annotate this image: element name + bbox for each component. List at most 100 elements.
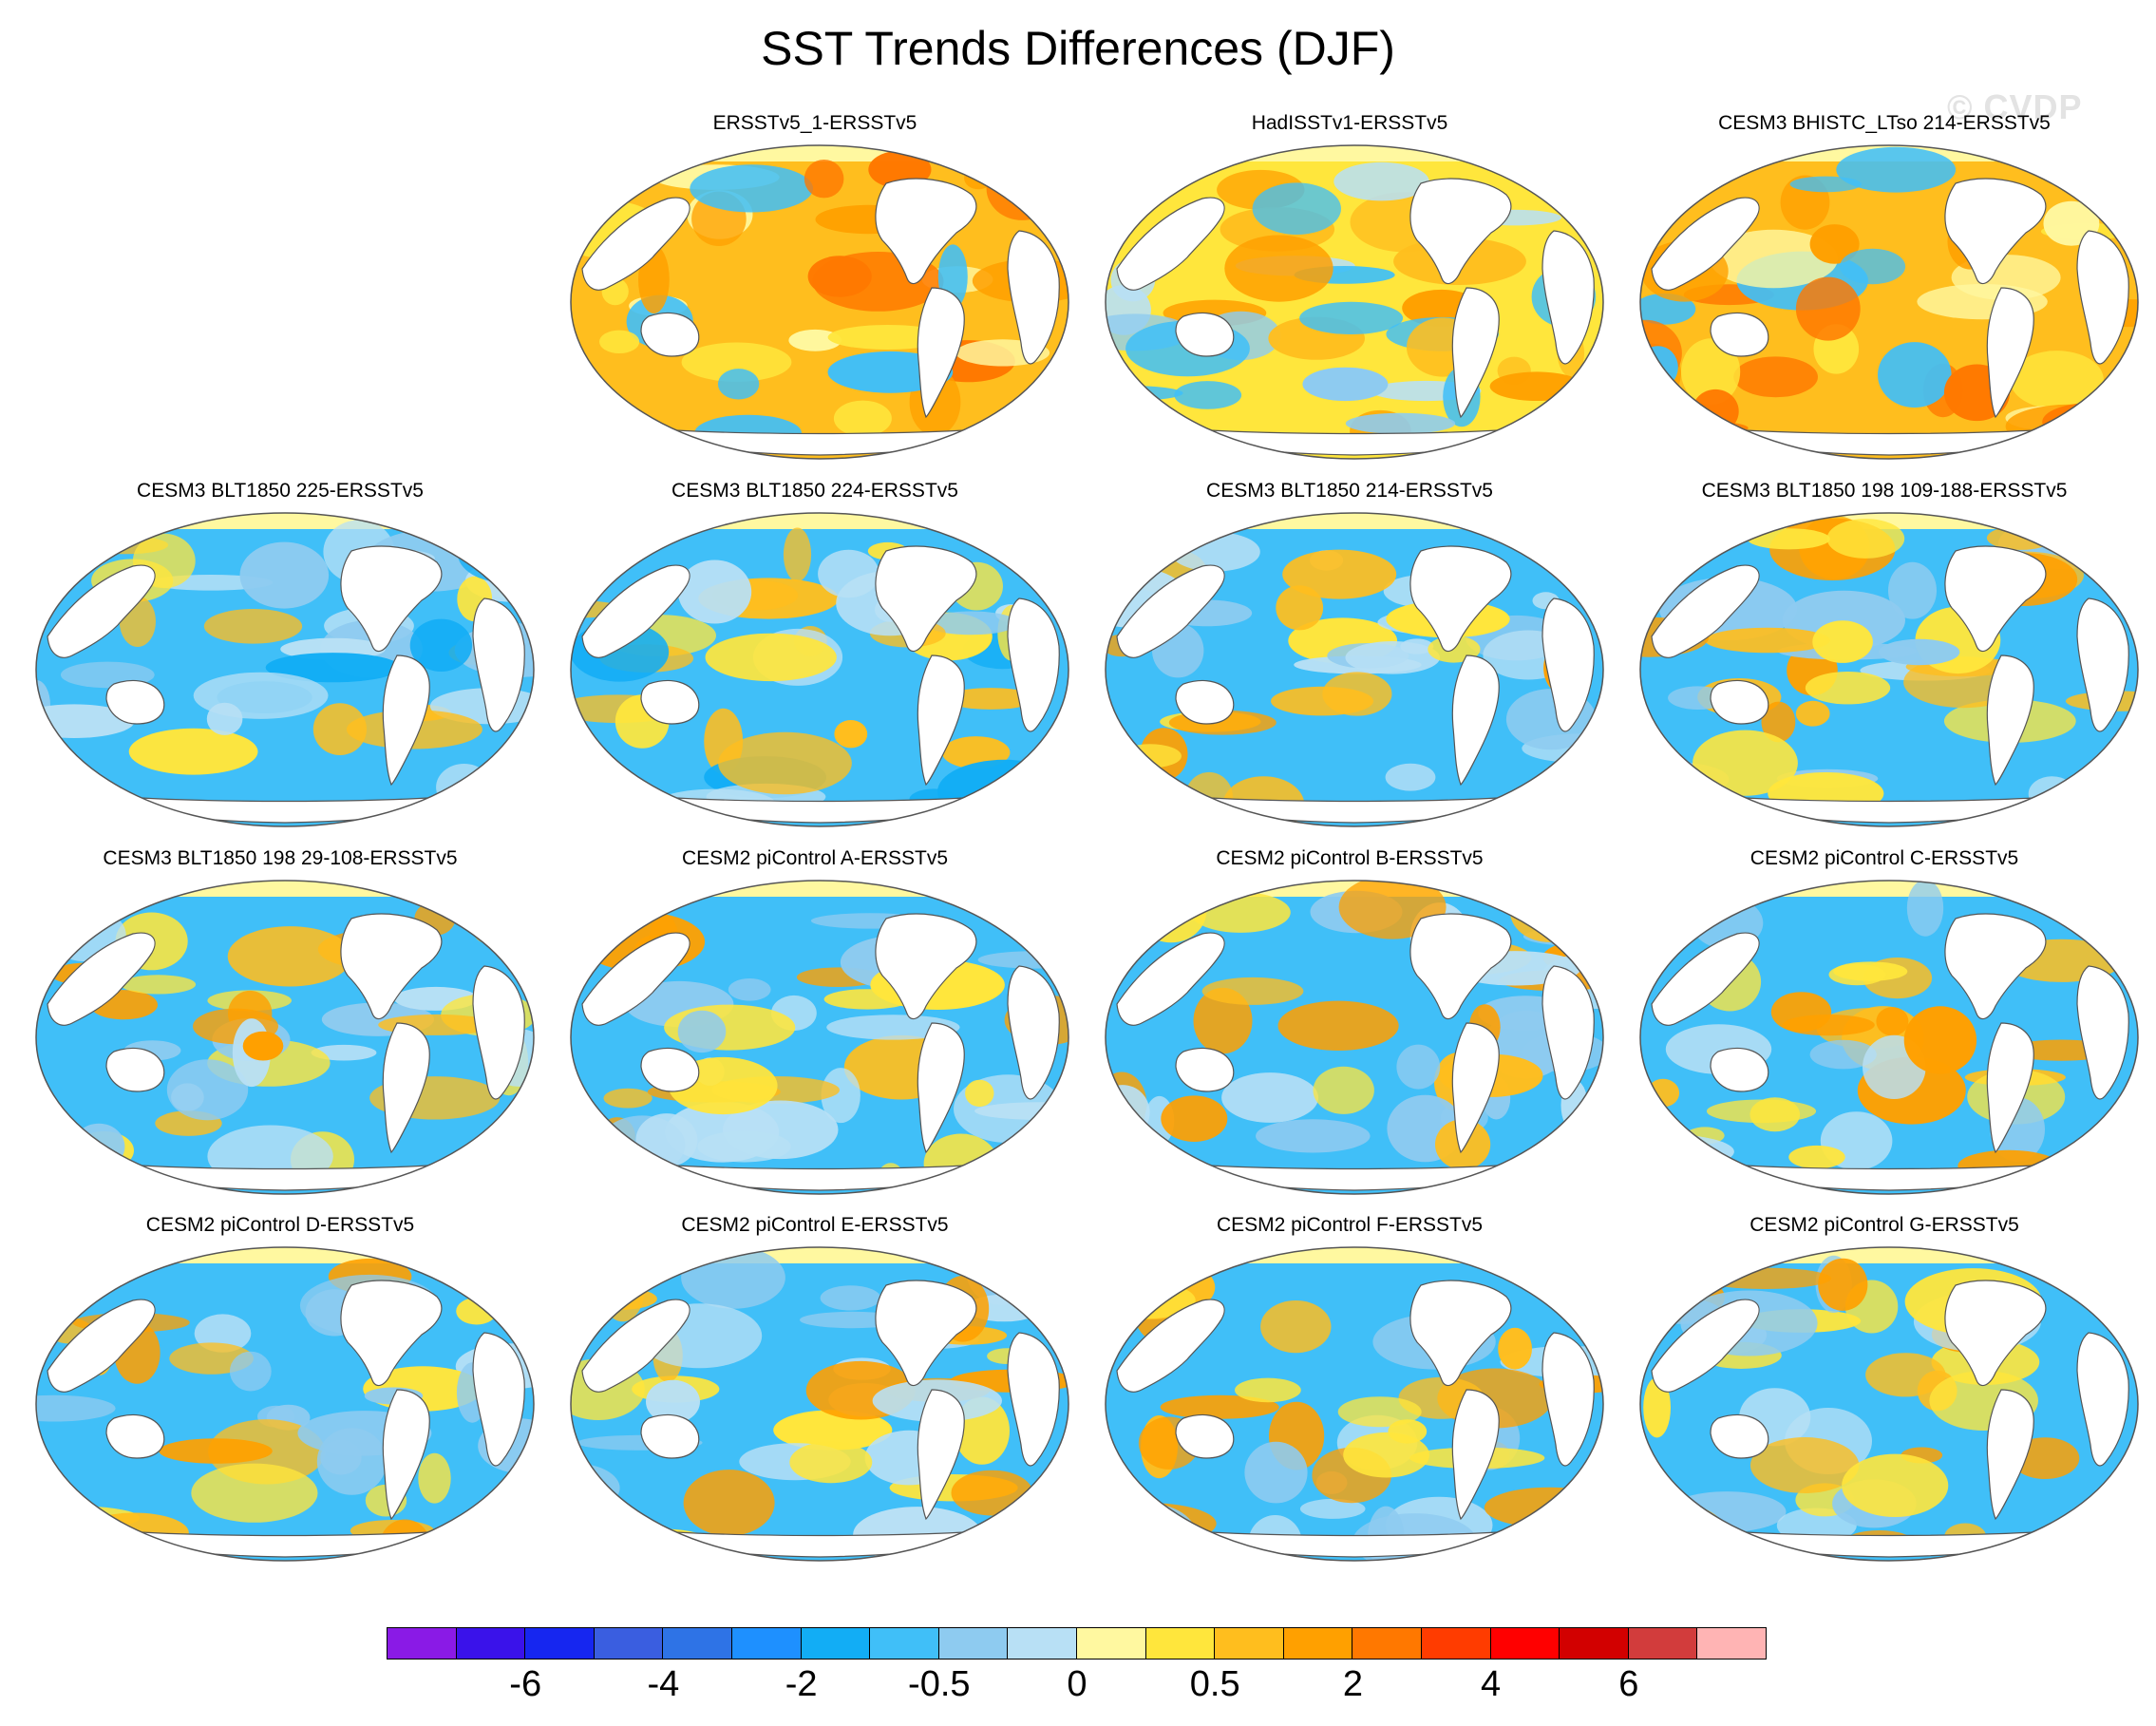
land-outline	[340, 545, 443, 653]
anomaly-patch	[1640, 346, 1678, 389]
anomaly-patch	[1643, 1377, 1671, 1438]
land-outline	[382, 1389, 430, 1521]
anomaly-patch	[987, 157, 1069, 199]
anomaly-patch	[239, 541, 330, 609]
land-outline	[1409, 913, 1512, 1020]
anomaly-patch	[1903, 1006, 1977, 1074]
land-outline	[1944, 545, 2047, 653]
anomaly-patch	[1345, 641, 1441, 674]
map-plot	[570, 144, 1069, 460]
land-outline	[1409, 178, 1512, 285]
colorbar	[387, 1627, 1767, 1661]
anomaly-patch	[1333, 161, 1429, 201]
map-border	[1639, 512, 2139, 827]
anomaly-patch	[1256, 1119, 1371, 1153]
land-outline	[2076, 230, 2129, 365]
anomaly-patch	[1640, 1158, 1690, 1194]
anomaly-patch	[718, 731, 852, 795]
land-outline	[917, 1389, 965, 1521]
arctic-cap	[571, 1247, 1069, 1263]
anomaly-patch	[789, 1441, 873, 1484]
anomaly-patch	[1396, 1044, 1441, 1090]
land-outline	[1710, 1413, 1769, 1459]
land-outline	[1409, 1280, 1512, 1387]
land-outline	[47, 932, 156, 1026]
land-outline	[1175, 679, 1235, 725]
land-outline	[581, 197, 690, 291]
land-outline	[1175, 312, 1235, 357]
colorbar-swatch	[524, 1627, 595, 1660]
anomaly-patch	[944, 688, 1037, 710]
colorbar-swatch	[1007, 1627, 1077, 1660]
land-outline	[1651, 564, 1760, 658]
land-outline	[1986, 1389, 2034, 1521]
anomaly-patch	[2074, 1504, 2138, 1541]
colorbar-tick-label: -6	[509, 1664, 542, 1704]
map-plot	[570, 880, 1069, 1195]
map-border	[1639, 880, 2139, 1195]
anomaly-patch	[2099, 939, 2138, 960]
anomaly-patch	[1809, 1039, 1877, 1070]
map-panel: CESM3 BLT1850 225-ERSSTv5	[14, 480, 546, 827]
map-border	[35, 512, 535, 827]
anomaly-patch	[409, 618, 473, 672]
map-plot	[1639, 144, 2139, 460]
anomaly-patch	[227, 926, 353, 987]
arctic-cap	[1106, 1247, 1603, 1263]
colorbar-swatch	[1282, 1627, 1353, 1660]
anomaly-patch	[773, 1410, 893, 1451]
arctic-cap	[1640, 881, 2138, 897]
land-outline	[640, 1413, 700, 1459]
panel-title: CESM3 BLT1850 198 109-188-ERSSTv5	[1701, 480, 2068, 502]
land-outline	[1986, 654, 2034, 787]
map-panel: CESM2 piControl B-ERSSTv5	[1084, 847, 1616, 1195]
arctic-cap	[1106, 513, 1603, 529]
land-outline	[1986, 1022, 2034, 1154]
anomaly-patch	[717, 369, 760, 400]
land-outline	[1541, 230, 1595, 365]
anomaly-patch	[206, 702, 243, 735]
map-panel: CESM2 piControl E-ERSSTv5	[549, 1214, 1081, 1562]
anomaly-patch	[1345, 412, 1456, 434]
map-border	[1639, 144, 2139, 460]
anomaly-patch	[697, 1130, 791, 1163]
land-outline	[1710, 1047, 1769, 1092]
map-plot	[1105, 1246, 1604, 1562]
anomaly-patch	[1699, 1267, 1832, 1289]
anomaly-patch	[72, 1123, 125, 1170]
map-border	[570, 144, 1069, 460]
land-outline	[1116, 932, 1225, 1026]
map-plot	[1105, 880, 1604, 1195]
anomaly-patch	[1805, 672, 1891, 705]
arctic-cap	[36, 513, 534, 529]
anomaly-patch	[436, 764, 493, 811]
arctic-cap	[571, 513, 1069, 529]
anomaly-patch	[1865, 1353, 1946, 1397]
anomaly-patch	[984, 410, 1047, 455]
arctic-cap	[1640, 1247, 2138, 1263]
land-outline	[1651, 197, 1760, 291]
map-plot	[1639, 512, 2139, 827]
anomaly-patch	[1828, 963, 1886, 986]
map-plot	[35, 880, 535, 1195]
anomaly-patch	[834, 720, 868, 749]
land-outline	[1007, 230, 1060, 365]
colorbar-swatch	[869, 1627, 939, 1660]
colorbar-swatch	[593, 1627, 664, 1660]
anomaly-patch	[1640, 883, 1709, 937]
anomaly-patch	[690, 164, 814, 213]
anomaly-patch	[1681, 338, 1741, 406]
anomaly-patch	[1788, 1145, 1845, 1169]
anomaly-patch	[1888, 561, 1937, 619]
panel-title: CESM2 piControl F-ERSSTv5	[1216, 1214, 1484, 1236]
land-outline	[1944, 1280, 2047, 1387]
land-outline	[1651, 932, 1760, 1026]
anomaly-patch	[1385, 763, 1436, 791]
map-border	[35, 1246, 535, 1562]
map-panel: ERSSTv5_1-ERSSTv5	[549, 112, 1081, 460]
anomaly-patch	[121, 975, 197, 995]
land-outline	[1007, 597, 1060, 732]
panel-title: CESM3 BHISTC_LTso 214-ERSSTv5	[1718, 112, 2051, 134]
anomaly-patch	[456, 1298, 498, 1325]
anomaly-patch	[705, 633, 837, 682]
